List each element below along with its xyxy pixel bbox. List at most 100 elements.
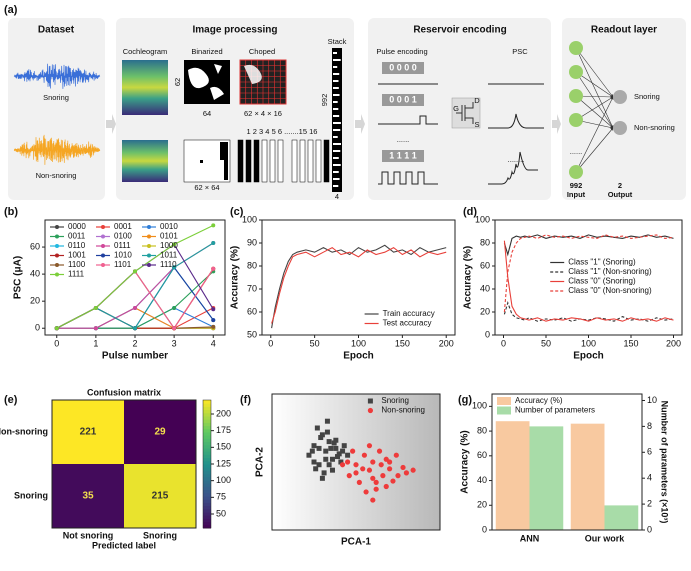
y-tick-label: 100 (472, 401, 487, 411)
point (93, 305, 98, 310)
y-tick-label: 80 (480, 237, 490, 247)
y2-tick-label: 6 (647, 447, 652, 457)
colorbar-step (203, 521, 211, 526)
y-tick-label: 70 (247, 283, 257, 293)
y-tick-label: 50 (247, 329, 257, 339)
label: Binarized (191, 47, 222, 56)
legend-marker (367, 398, 373, 404)
point (323, 456, 329, 462)
point (311, 459, 317, 465)
binarized-specks (200, 142, 228, 180)
x-tick-label: 150 (623, 338, 638, 348)
legend-label: 0100 (114, 232, 132, 241)
code-box (382, 150, 424, 162)
y-tick-label: 20 (30, 296, 40, 306)
network (569, 41, 627, 179)
point (393, 452, 399, 458)
x-tick-label: Our work (585, 533, 626, 543)
y2-tick-label: 4 (647, 473, 652, 483)
colorbar-step (203, 412, 211, 417)
point (324, 418, 330, 424)
colorbar-tick-label: 75 (216, 492, 226, 502)
x-tick-label: 1 (93, 338, 98, 348)
panel-label: (e) (4, 394, 18, 406)
point (387, 459, 393, 465)
colorbar-step (203, 438, 211, 443)
point (366, 467, 373, 473)
stripe (333, 101, 338, 103)
colorbar-step (203, 499, 211, 503)
bar (604, 505, 639, 530)
x-tick-label: 50 (310, 338, 320, 348)
legend-label: 1110 (160, 260, 177, 269)
y-axis-label: PSC (μA) (13, 256, 24, 299)
x-axis-label: PCA-1 (341, 537, 371, 548)
legend-label: 0111 (114, 241, 131, 250)
stripe (333, 122, 341, 124)
colorbar-step (203, 512, 211, 516)
label: 62 × 4 × 16 (244, 109, 282, 118)
colorbar-step (203, 467, 211, 471)
blob (244, 64, 262, 84)
legend-label: 0001 (114, 222, 132, 231)
point (370, 459, 376, 465)
stripe (333, 136, 338, 138)
chunk (323, 139, 330, 183)
panel-label: (g) (458, 394, 472, 406)
point (341, 443, 347, 449)
y-tick-label: 0 (35, 323, 40, 333)
legend-marker (55, 253, 59, 258)
x-tick-label: 0 (268, 338, 273, 348)
chunk (237, 139, 244, 183)
legend-marker (147, 253, 151, 258)
label: S (474, 120, 479, 129)
stripe (333, 164, 341, 166)
label: Output (608, 190, 633, 199)
point (380, 473, 386, 479)
point (361, 452, 367, 458)
point (340, 448, 346, 454)
legend-label: 1101 (114, 260, 132, 269)
chunk (261, 139, 268, 183)
colorbar-step (203, 518, 211, 523)
pulse-trains (378, 83, 438, 185)
x-axis-label: Pulse number (102, 351, 168, 362)
point (133, 269, 137, 274)
binarized-blobs (188, 64, 224, 100)
colorbar-step (203, 406, 211, 411)
cell-label: 29 (154, 427, 166, 438)
point (323, 448, 329, 454)
bar (529, 426, 564, 530)
stack (332, 48, 342, 192)
point (339, 462, 346, 468)
x-tick-label: 200 (666, 338, 681, 348)
colorbar-step (203, 425, 211, 430)
connection (575, 71, 614, 129)
y-tick-label: 100 (242, 214, 257, 224)
stripe (333, 129, 341, 131)
legend-label: 1011 (160, 251, 178, 260)
waveform (13, 134, 101, 165)
y-tick-label: 0 (482, 524, 487, 534)
point (326, 462, 332, 468)
point (383, 483, 389, 490)
chunk (307, 139, 314, 183)
legend-marker (101, 253, 105, 258)
colorbar-step (203, 483, 211, 487)
colorbar-step (203, 492, 211, 497)
point (321, 470, 327, 476)
x-tick-label: 50 (541, 338, 551, 348)
colorbar-step (203, 422, 211, 427)
colorbar-step (203, 419, 211, 423)
colorbar-step (203, 448, 211, 452)
output-node (613, 121, 627, 135)
series-line (56, 307, 214, 329)
point (410, 467, 416, 473)
chunk (277, 139, 284, 183)
y2-tick-label: 10 (647, 395, 657, 405)
legend-marker (55, 272, 59, 277)
connection (575, 47, 614, 98)
y-tick-label: 0 (485, 329, 490, 339)
chunk (315, 139, 322, 183)
legend-marker (101, 225, 105, 229)
